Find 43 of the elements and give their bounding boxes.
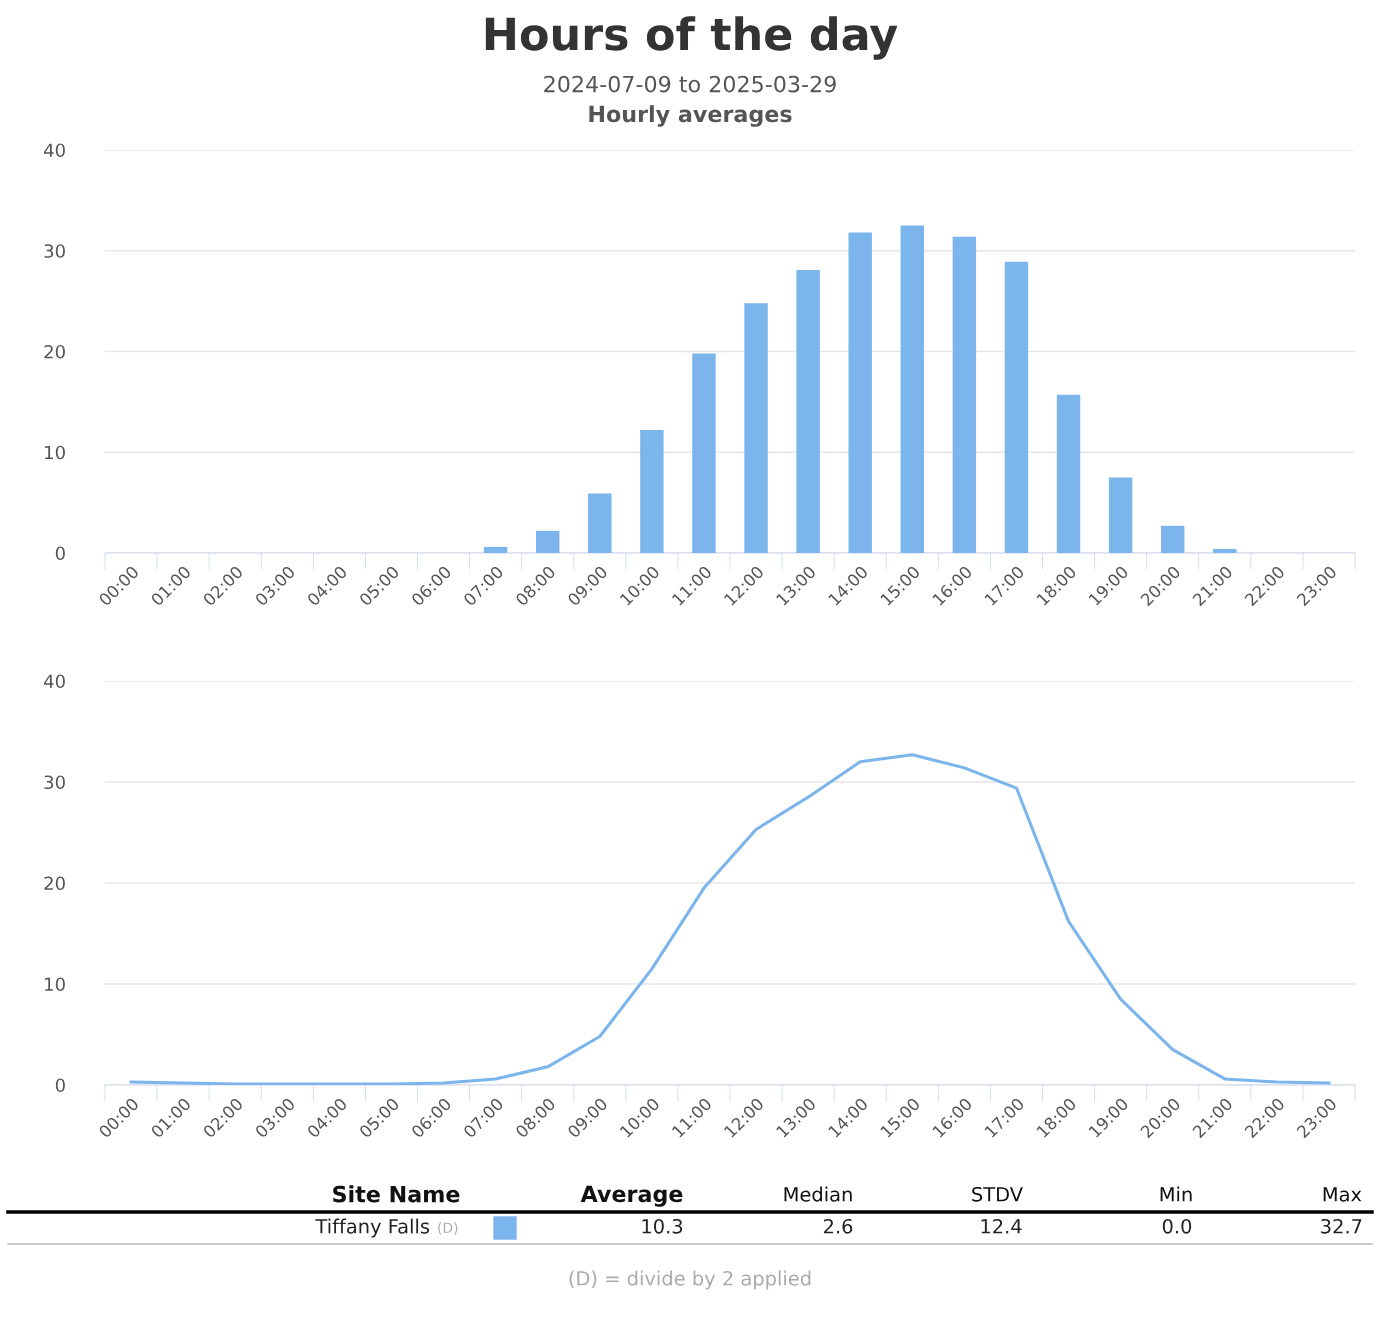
y-tick-label: 0 <box>55 546 65 561</box>
chart-title: Hours of the day <box>485 16 898 60</box>
chart-subtitle: 2024-07-09 to 2025-03-29 <box>544 75 836 93</box>
text: Min <box>1160 1186 1192 1202</box>
bar <box>1213 548 1237 553</box>
text: (D) <box>438 1222 458 1235</box>
text: STDV <box>972 1186 1023 1202</box>
bar <box>1108 477 1133 553</box>
line-series <box>129 753 1331 1085</box>
y-tick-label: 30 <box>44 244 65 258</box>
bar <box>744 303 768 553</box>
bar <box>1160 525 1185 553</box>
y-tick-label: 10 <box>45 977 65 992</box>
y-tick-label: 40 <box>44 674 65 689</box>
bar <box>1004 261 1029 553</box>
text: 32.7 <box>1321 1218 1362 1234</box>
bar <box>640 430 664 553</box>
y-tick-label: 0 <box>55 1078 65 1093</box>
bar <box>588 493 612 553</box>
y-tick-label: 20 <box>44 344 65 359</box>
y-tick-label: 30 <box>44 775 65 790</box>
text: (D) = divide by 2 applied <box>569 1270 811 1290</box>
text: Hourly averages <box>589 105 792 127</box>
bar <box>483 546 508 553</box>
bar <box>848 232 872 553</box>
y-tick-label: 10 <box>45 445 65 460</box>
text: 12.4 <box>981 1218 1022 1234</box>
text: 2.6 <box>823 1218 853 1234</box>
bar <box>1056 394 1081 553</box>
text: 0.0 <box>1162 1218 1192 1234</box>
y-tick-label: 20 <box>44 876 65 891</box>
text: Site Name <box>333 1185 460 1203</box>
bar <box>952 236 977 553</box>
text: Average <box>580 1185 683 1207</box>
text: Max <box>1323 1187 1362 1202</box>
text: Tiffany Falls <box>315 1218 430 1238</box>
bar <box>796 269 820 553</box>
bar <box>900 225 925 553</box>
text: 10.3 <box>642 1218 683 1234</box>
y-tick-label: 40 <box>44 143 65 158</box>
bar <box>692 353 716 553</box>
bar <box>535 530 560 553</box>
text: Median <box>784 1186 852 1202</box>
